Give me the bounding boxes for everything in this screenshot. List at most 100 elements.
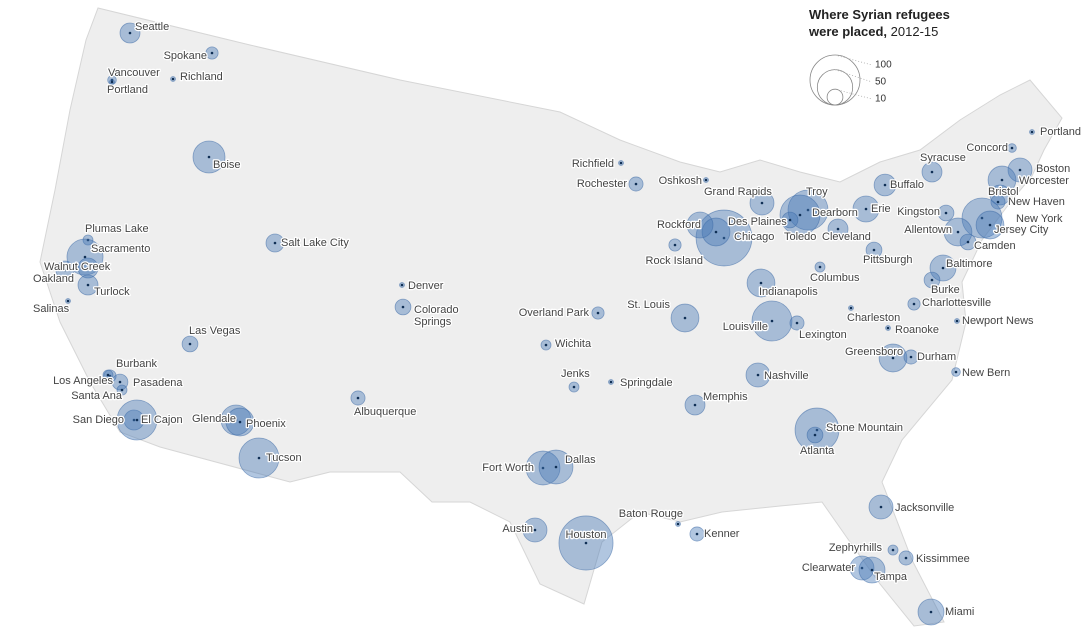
city-dot (188, 342, 192, 346)
city-dot (401, 305, 405, 309)
city-dot (110, 80, 114, 84)
city-dot (135, 418, 139, 422)
city-label: Cleveland (822, 231, 871, 243)
city-label: St. Louis (627, 299, 670, 311)
city-dot (760, 201, 764, 205)
city-label: Kenner (704, 528, 740, 540)
city-dot (1018, 168, 1022, 172)
city-label: Overland Park (519, 307, 590, 319)
city-dot (234, 418, 238, 422)
city-label: Lexington (799, 329, 847, 341)
city-dot (108, 374, 112, 378)
city-label: Jersey City (994, 224, 1049, 236)
city-dot (891, 356, 895, 360)
city-label: Tucson (266, 452, 302, 464)
city-dot (879, 505, 883, 509)
legend-label: 100 (875, 60, 892, 71)
city-label: Glendale (192, 413, 236, 425)
legend-leader (834, 54, 873, 66)
city-label: Denver (408, 280, 444, 292)
city-label: Tampa (874, 571, 908, 583)
city-dot (673, 243, 677, 247)
city-label: Baltimore (946, 258, 992, 270)
city-label: New York (1016, 213, 1063, 225)
city-dot (356, 396, 360, 400)
city-dot (930, 170, 934, 174)
city-label: Troy (806, 186, 828, 198)
city-dot (596, 311, 600, 315)
city-dot (86, 283, 90, 287)
city-label: Grand Rapids (704, 186, 772, 198)
legend-years: 2012-15 (891, 24, 939, 39)
city-label: Memphis (703, 391, 748, 403)
city-dot (818, 265, 822, 269)
city-dot (698, 223, 702, 227)
city-label: Charleston (847, 312, 900, 324)
city-dot (759, 281, 763, 285)
city-label: Dallas (565, 454, 596, 466)
city-dot (966, 240, 970, 244)
city-dot (533, 528, 537, 532)
city-label: Jenks (561, 368, 590, 380)
city-label: Vancouver (108, 67, 160, 79)
city-label: Stone Mountain (826, 422, 903, 434)
city-labels: Seattle Spokane Vancouver Portland Richland B… (32, 20, 1082, 620)
city-label: New Haven (1008, 196, 1065, 208)
city-dot (883, 183, 887, 187)
city-dot (954, 370, 958, 374)
city-label: Camden (974, 240, 1016, 252)
city-dot (132, 418, 136, 422)
city-dot (714, 230, 718, 234)
legend: Where Syrian refugees were placed, 2012-… (808, 7, 950, 106)
city-dot (693, 403, 697, 407)
city-label: Rochester (577, 178, 627, 190)
city-label: Los Angeles (53, 375, 113, 387)
city-label: Pasadena (133, 377, 183, 389)
city-label: Santa Ana (71, 390, 123, 402)
city-dot (756, 373, 760, 377)
city-dot (870, 568, 874, 572)
city-dot (118, 380, 122, 384)
city-label: Des Plaines (728, 216, 787, 228)
city-dot (273, 241, 277, 245)
city-label: Austin (502, 523, 533, 535)
city-dot (806, 208, 810, 212)
city-label: Walnut Creek (44, 261, 111, 273)
city-label: Kingston (897, 206, 940, 218)
city-label: Syracuse (920, 152, 966, 164)
city-label: Albuquerque (354, 406, 416, 418)
city-label: Oshkosh (659, 175, 702, 187)
city-dot (770, 319, 774, 323)
city-label: Plumas Lake (85, 223, 149, 235)
city-dot (864, 207, 868, 211)
city-dot (722, 236, 726, 240)
city-dot (63, 268, 67, 272)
city-label: Seattle (135, 21, 169, 33)
city-label: Dearborn (812, 207, 858, 219)
city-dot (106, 373, 110, 377)
bubbles (55, 22, 1035, 626)
legend-label: 10 (875, 94, 887, 105)
city-label: Portland (107, 84, 148, 96)
city-dot (815, 428, 819, 432)
city-dot (904, 556, 908, 560)
city-label: Buffalo (890, 179, 924, 191)
city-dot (83, 255, 87, 259)
city-label: Miami (945, 606, 974, 618)
city-dot (909, 355, 913, 359)
city-dot (788, 218, 792, 222)
city-label: Burbank (116, 358, 157, 370)
city-dot (541, 466, 545, 470)
city-dot (400, 283, 404, 287)
city-label: Indianapolis (759, 286, 818, 298)
city-dot (930, 278, 934, 282)
city-label: Oakland (33, 273, 74, 285)
city-label: New Bern (962, 367, 1010, 379)
city-dot (704, 178, 708, 182)
city-label: Portland (1040, 126, 1081, 138)
city-label: Burke (931, 284, 960, 296)
city-label: Newport News (962, 315, 1034, 327)
city-label: Atlanta (800, 445, 835, 457)
city-label: Rockford (657, 219, 701, 231)
